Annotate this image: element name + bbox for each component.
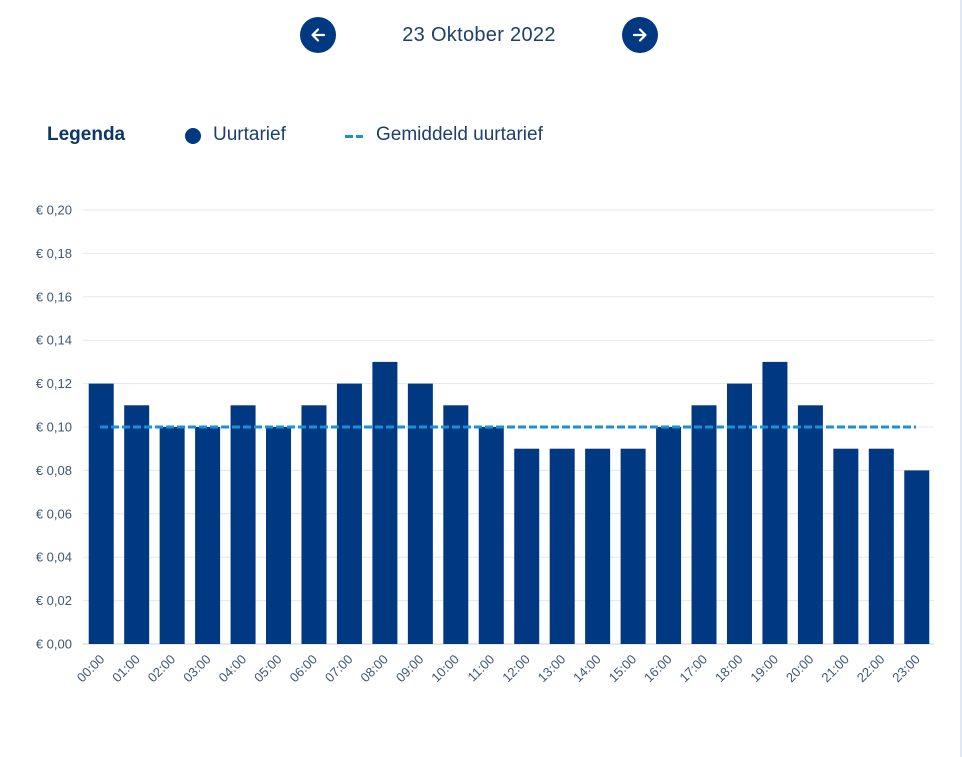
y-tick-label: € 0,04	[36, 550, 72, 565]
legend-item-gemiddeld: Gemiddeld uurtarief	[376, 124, 543, 145]
y-tick-label: € 0,10	[36, 420, 72, 435]
arrow-left-icon	[311, 28, 326, 42]
y-tick-label: € 0,00	[36, 637, 72, 652]
bar	[762, 361, 788, 644]
x-tick-label: 18:00	[712, 652, 746, 686]
bar	[656, 427, 682, 644]
bar	[868, 448, 894, 644]
x-tick-label: 03:00	[180, 652, 214, 686]
date-navigation: 23 Oktober 2022	[0, 17, 962, 53]
x-tick-label: 17:00	[677, 652, 711, 686]
x-tick-label: 13:00	[535, 652, 569, 686]
bar	[301, 405, 327, 644]
y-tick-label: € 0,02	[36, 593, 72, 608]
x-tick-label: 12:00	[499, 652, 533, 686]
bar	[797, 405, 823, 644]
x-tick-label: 04:00	[216, 652, 250, 686]
x-tick-label: 01:00	[109, 652, 143, 686]
arrow-right-icon	[632, 28, 647, 42]
bar	[266, 427, 292, 644]
bar	[372, 361, 398, 644]
x-tick-label: 06:00	[286, 652, 320, 686]
x-tick-label: 23:00	[889, 652, 923, 686]
y-tick-label: € 0,16	[36, 289, 72, 304]
x-tick-label: 19:00	[747, 652, 781, 686]
bar	[336, 383, 362, 644]
bar	[514, 448, 540, 644]
bar	[833, 448, 859, 644]
y-tick-label: € 0,08	[36, 463, 72, 478]
y-tick-label: € 0,20	[36, 203, 72, 218]
y-tick-label: € 0,18	[36, 246, 72, 261]
bar	[195, 427, 221, 644]
x-tick-label: 20:00	[783, 652, 817, 686]
bar	[620, 448, 646, 644]
x-tick-label: 05:00	[251, 652, 285, 686]
bar	[478, 427, 504, 644]
current-date: 23 Oktober 2022	[402, 24, 556, 46]
x-tick-label: 09:00	[393, 652, 427, 686]
legend-dashed-line-icon	[345, 135, 363, 138]
bar	[443, 405, 469, 644]
x-tick-label: 16:00	[641, 652, 675, 686]
bar	[904, 470, 930, 644]
y-tick-label: € 0,12	[36, 376, 72, 391]
x-tick-label: 11:00	[464, 652, 497, 685]
x-tick-label: 07:00	[322, 652, 356, 686]
bar	[585, 448, 611, 644]
legend-title: Legenda	[47, 124, 126, 145]
x-tick-label: 21:00	[818, 652, 852, 686]
x-tick-label: 22:00	[854, 652, 888, 686]
legend-circle-icon	[185, 128, 201, 144]
x-tick-label: 08:00	[357, 652, 391, 686]
bar	[691, 405, 717, 644]
x-tick-label: 00:00	[74, 652, 108, 686]
previous-day-button[interactable]	[300, 17, 336, 53]
bar	[230, 405, 256, 644]
y-tick-label: € 0,14	[36, 333, 72, 348]
panel-border	[960, 0, 962, 757]
x-tick-label: 10:00	[428, 652, 462, 686]
bar	[549, 448, 575, 644]
x-tick-label: 02:00	[145, 652, 179, 686]
bar	[726, 383, 752, 644]
bar	[407, 383, 433, 644]
bar	[159, 427, 185, 644]
next-day-button[interactable]	[622, 17, 658, 53]
y-tick-label: € 0,06	[36, 506, 72, 521]
bar	[88, 383, 114, 644]
x-tick-label: 15:00	[606, 652, 640, 686]
legend-item-uurtarief: Uurtarief	[213, 124, 286, 145]
x-tick-label: 14:00	[570, 652, 604, 686]
bar	[124, 405, 150, 644]
price-bar-chart: € 0,00 € 0,02 € 0,04 € 0,06 € 0,08 € 0,10 € 0,…	[36, 203, 934, 686]
